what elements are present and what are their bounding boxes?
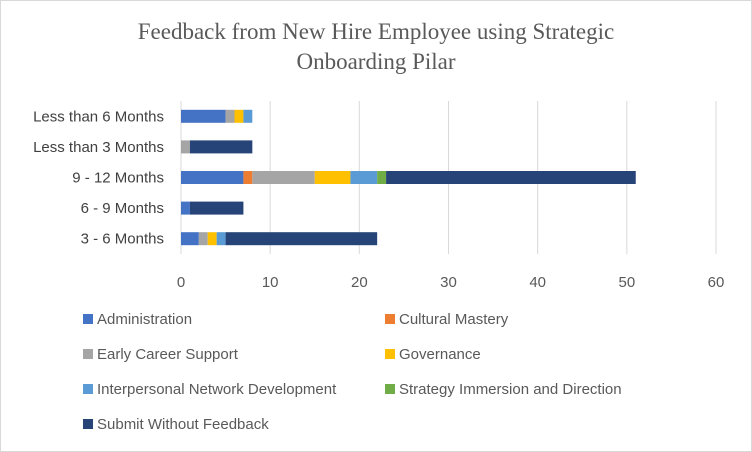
bar-segment (181, 109, 226, 123)
bar-segment (198, 232, 208, 246)
legend-label: Governance (399, 346, 481, 363)
bar-segment (243, 171, 253, 184)
category-label: 3 - 6 Months (81, 231, 164, 248)
bar-segment (386, 171, 636, 184)
x-tick-label: 10 (262, 274, 279, 291)
chart-title-line-2: Onboarding Pilar (296, 49, 456, 74)
legend-label: Interpersonal Network Development (97, 381, 337, 398)
legend-label: Cultural Mastery (399, 311, 509, 328)
legend-label: Strategy Immersion and Direction (399, 381, 622, 398)
legend-label: Early Career Support (97, 346, 239, 363)
category-label: Less than 6 Months (33, 108, 164, 125)
legend-swatch (385, 349, 395, 359)
x-tick-label: 0 (177, 274, 185, 291)
category-label: Less than 3 Months (33, 139, 164, 156)
bar-segment (189, 140, 253, 154)
bar-segment (252, 171, 315, 184)
legend: Administration Cultural Mastery Early Care… (83, 311, 622, 433)
bar-segment (225, 109, 235, 123)
category-labels: 3 - 6 Months 6 - 9 Months 9 - 12 Months Les… (33, 108, 164, 247)
x-tick-label: 50 (618, 274, 635, 291)
legend-swatch (83, 349, 93, 359)
legend-swatch (83, 384, 93, 394)
bars (181, 109, 636, 246)
bar-segment (189, 201, 244, 215)
bar-segment (181, 232, 199, 246)
x-tick-label: 60 (708, 274, 725, 291)
x-tick-label: 40 (529, 274, 546, 291)
bar-segment (377, 171, 387, 184)
category-label: 9 - 12 Months (72, 170, 164, 187)
x-tick-label: 20 (351, 274, 368, 291)
chart-title: Feedback from New Hire Employee using St… (1, 17, 751, 77)
legend-swatch (83, 419, 93, 429)
bar-segment (207, 232, 217, 246)
legend-label: Administration (97, 311, 192, 328)
legend-swatch (385, 384, 395, 394)
bar-segment (216, 232, 226, 246)
bar-segment (234, 109, 244, 123)
bar-segment (314, 171, 351, 184)
x-tick-label: 30 (440, 274, 457, 291)
category-label: 6 - 9 Months (81, 200, 164, 217)
legend-label: Submit Without Feedback (97, 416, 269, 433)
bar-segment (181, 171, 244, 184)
legend-swatch (83, 314, 93, 324)
chart-title-line-1: Feedback from New Hire Employee using St… (137, 19, 615, 44)
bar-segment (181, 140, 190, 154)
legend-swatch (385, 314, 395, 324)
x-axis-tick-labels: 0 10 20 30 40 50 60 (177, 274, 725, 291)
bar-segment (243, 109, 253, 123)
bar-segment (225, 232, 378, 246)
bar-segment (181, 201, 190, 215)
bar-segment (350, 171, 378, 184)
